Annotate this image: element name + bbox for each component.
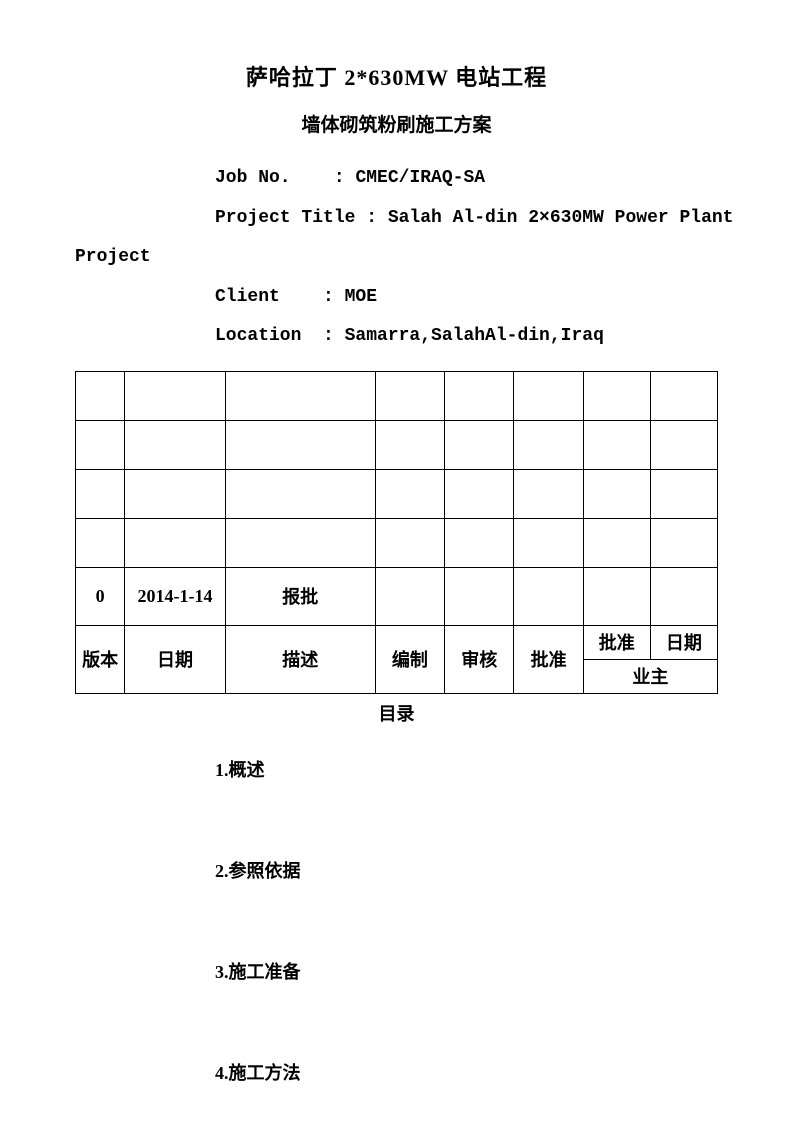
cell-empty bbox=[650, 371, 717, 420]
cell-empty bbox=[445, 420, 514, 469]
header-desc: 描述 bbox=[225, 625, 375, 693]
cell-empty bbox=[225, 371, 375, 420]
header-version: 版本 bbox=[76, 625, 125, 693]
cell-empty bbox=[375, 518, 444, 567]
cell-empty bbox=[650, 518, 717, 567]
project-title-line1: Project Title : Salah Al-din 2×630MW Pow… bbox=[75, 199, 718, 239]
cell-desc: 报批 bbox=[225, 567, 375, 625]
cell-date: 2014-1-14 bbox=[125, 567, 226, 625]
cell-empty bbox=[583, 371, 650, 420]
cell-empty bbox=[125, 420, 226, 469]
header-prepared: 编制 bbox=[375, 625, 444, 693]
location-line: Location : Samarra,SalahAl-din,Iraq bbox=[75, 317, 718, 357]
project-title-label: Project Title : bbox=[215, 208, 388, 228]
cell-empty bbox=[445, 371, 514, 420]
project-title-line2: Project bbox=[75, 238, 718, 278]
cell-empty bbox=[650, 420, 717, 469]
cell-empty bbox=[445, 469, 514, 518]
cell-version: 0 bbox=[76, 567, 125, 625]
cell-empty bbox=[445, 567, 514, 625]
header-approval: 批准 bbox=[583, 625, 650, 659]
cell-empty bbox=[375, 567, 444, 625]
cell-empty bbox=[76, 371, 125, 420]
cell-empty bbox=[76, 469, 125, 518]
cell-empty bbox=[650, 567, 717, 625]
header-appr-date: 日期 bbox=[650, 625, 717, 659]
job-no-value: CMEC/IRAQ-SA bbox=[355, 168, 485, 188]
table-row bbox=[76, 469, 718, 518]
header-owner: 业主 bbox=[583, 659, 717, 693]
cell-empty bbox=[583, 518, 650, 567]
job-no-label: Job No. : bbox=[215, 168, 355, 188]
header-reviewed: 审核 bbox=[445, 625, 514, 693]
cell-empty bbox=[225, 469, 375, 518]
toc-item: 2.参照依据 bbox=[75, 857, 718, 883]
cell-empty bbox=[125, 371, 226, 420]
toc-title: 目录 bbox=[75, 700, 718, 726]
header-approved: 批准 bbox=[514, 625, 583, 693]
cell-empty bbox=[514, 420, 583, 469]
cell-empty bbox=[514, 371, 583, 420]
table-row bbox=[76, 371, 718, 420]
cell-empty bbox=[650, 469, 717, 518]
cell-empty bbox=[583, 420, 650, 469]
toc-item: 3.施工准备 bbox=[75, 958, 718, 984]
cell-empty bbox=[583, 567, 650, 625]
table-row bbox=[76, 420, 718, 469]
cell-empty bbox=[514, 567, 583, 625]
location-label: Location : bbox=[215, 326, 345, 346]
cell-empty bbox=[76, 518, 125, 567]
project-title-value1: Salah Al-din 2×630MW Power Plant bbox=[388, 208, 734, 228]
main-title: 萨哈拉丁 2*630MW 电站工程 bbox=[75, 60, 718, 92]
cell-empty bbox=[125, 518, 226, 567]
table-header-row: 版本 日期 描述 编制 审核 批准 批准 日期 bbox=[76, 625, 718, 659]
cell-empty bbox=[125, 469, 226, 518]
client-value: MOE bbox=[345, 287, 377, 307]
sub-title: 墙体砌筑粉刷施工方案 bbox=[75, 110, 718, 137]
toc-item: 4.施工方法 bbox=[75, 1059, 718, 1085]
client-label: Client : bbox=[215, 287, 345, 307]
cell-empty bbox=[375, 469, 444, 518]
client-line: Client : MOE bbox=[75, 278, 718, 318]
cell-empty bbox=[583, 469, 650, 518]
cell-empty bbox=[514, 469, 583, 518]
job-no-line: Job No. : CMEC/IRAQ-SA bbox=[75, 159, 718, 199]
cell-empty bbox=[445, 518, 514, 567]
cell-empty bbox=[225, 420, 375, 469]
cell-empty bbox=[375, 371, 444, 420]
table-row: 0 2014-1-14 报批 bbox=[76, 567, 718, 625]
cell-empty bbox=[225, 518, 375, 567]
cell-empty bbox=[76, 420, 125, 469]
cell-empty bbox=[514, 518, 583, 567]
project-info-block: Job No. : CMEC/IRAQ-SA Project Title : S… bbox=[75, 159, 718, 357]
revision-table: 0 2014-1-14 报批 版本 日期 描述 编制 审核 批准 批准 日期 业… bbox=[75, 371, 718, 694]
location-value: Samarra,SalahAl-din,Iraq bbox=[345, 326, 604, 346]
table-row bbox=[76, 518, 718, 567]
toc-item: 1.概述 bbox=[75, 756, 718, 782]
header-date: 日期 bbox=[125, 625, 226, 693]
cell-empty bbox=[375, 420, 444, 469]
